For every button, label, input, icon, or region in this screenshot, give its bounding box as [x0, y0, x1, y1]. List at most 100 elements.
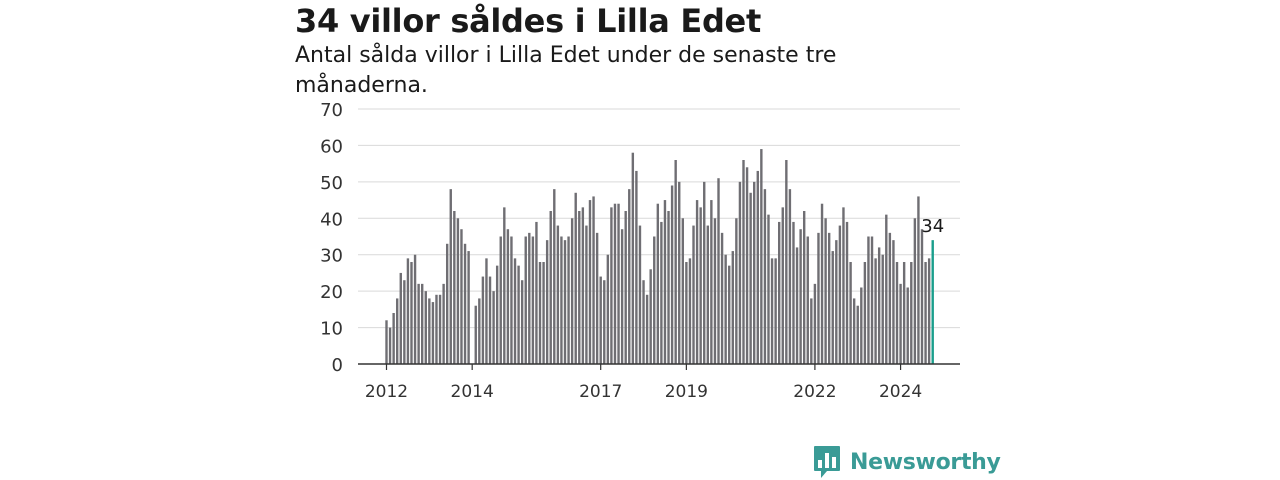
bar	[667, 211, 670, 364]
bar	[835, 240, 838, 364]
bar	[817, 232, 820, 364]
bar	[503, 207, 506, 364]
bar	[399, 272, 402, 364]
bar	[910, 262, 913, 364]
bar	[431, 302, 435, 364]
bar	[610, 207, 613, 364]
bar	[742, 160, 745, 364]
bar	[649, 269, 652, 364]
bar	[567, 236, 570, 364]
bar	[392, 313, 395, 364]
bar	[860, 287, 863, 364]
y-tick-label-30: 30	[320, 246, 343, 267]
bar	[799, 229, 802, 364]
x-tick-label-2017: 2017	[579, 382, 622, 402]
bar	[510, 236, 513, 364]
bar	[553, 189, 556, 364]
bar	[656, 203, 660, 364]
bar	[760, 149, 763, 364]
bar	[674, 160, 677, 364]
bar	[870, 236, 874, 364]
bar	[638, 225, 642, 364]
y-tick-label-10: 10	[320, 319, 343, 340]
bar	[528, 232, 531, 364]
bar	[753, 181, 756, 364]
bar	[877, 247, 881, 364]
bar	[396, 298, 399, 364]
highlight-value-label: 34	[921, 216, 944, 237]
bar	[517, 265, 520, 364]
bar	[778, 221, 781, 364]
bar	[385, 320, 388, 364]
bar	[563, 240, 567, 364]
bar	[713, 218, 717, 364]
bar	[703, 181, 706, 364]
chart-title: 34 villor såldes i Lilla Edet	[295, 2, 761, 40]
bar-chart: 0 10 20 30 40 50 60 70 2012 2014 2017 2019 2022 2024…	[320, 100, 960, 402]
bar	[578, 211, 581, 364]
bar	[460, 229, 463, 364]
bar	[774, 258, 777, 364]
bar	[792, 221, 795, 364]
bar	[845, 221, 849, 364]
bar	[770, 258, 774, 364]
bar	[849, 262, 852, 364]
bar	[506, 229, 510, 364]
bar	[678, 181, 681, 364]
bar	[763, 189, 767, 364]
bar	[917, 196, 920, 364]
bar	[445, 243, 449, 364]
bar	[735, 218, 738, 364]
bar	[892, 240, 895, 364]
bar	[542, 262, 545, 364]
bar	[706, 225, 709, 364]
bar	[574, 192, 577, 364]
bar	[813, 283, 817, 364]
bar	[827, 232, 831, 364]
bar	[802, 211, 806, 364]
bar	[492, 291, 495, 364]
y-axis-labels: 0 10 20 30 40 50 60 70	[320, 100, 343, 376]
bar	[874, 258, 877, 364]
bar	[421, 283, 424, 364]
bar	[745, 167, 749, 364]
bar-highlight	[931, 240, 934, 364]
bar	[606, 254, 610, 364]
logo-bar-2	[825, 453, 829, 468]
newsworthy-logo: Newsworthy	[813, 445, 1001, 479]
bar	[435, 294, 438, 364]
bar	[535, 221, 538, 364]
bar	[820, 203, 824, 364]
y-tick-label-50: 50	[320, 173, 343, 194]
bar	[549, 211, 552, 364]
bar	[717, 178, 720, 364]
bar	[595, 232, 599, 364]
bar	[613, 203, 617, 364]
bar	[670, 185, 674, 364]
bar	[692, 225, 695, 364]
bar	[838, 225, 842, 364]
chart-subtitle: Antal sålda villor i Lilla Edet under de…	[295, 43, 837, 98]
bar	[585, 225, 588, 364]
bar	[749, 192, 752, 364]
bar	[631, 152, 635, 364]
x-tick-label-2024: 2024	[879, 382, 922, 402]
bar	[485, 258, 488, 364]
bar	[785, 160, 788, 364]
bar	[788, 189, 792, 364]
bar	[538, 262, 542, 364]
bar	[852, 298, 856, 364]
bar	[588, 200, 592, 364]
bar	[863, 262, 867, 364]
bar	[495, 265, 499, 364]
bar	[913, 218, 917, 364]
highlight-annotation: 34	[921, 216, 944, 237]
bar	[531, 236, 535, 364]
bar	[795, 247, 799, 364]
bar	[902, 262, 906, 364]
bar	[410, 262, 413, 364]
bar	[724, 254, 727, 364]
x-tick-label-2022: 2022	[793, 382, 836, 402]
bar	[645, 294, 649, 364]
bar	[438, 294, 442, 364]
